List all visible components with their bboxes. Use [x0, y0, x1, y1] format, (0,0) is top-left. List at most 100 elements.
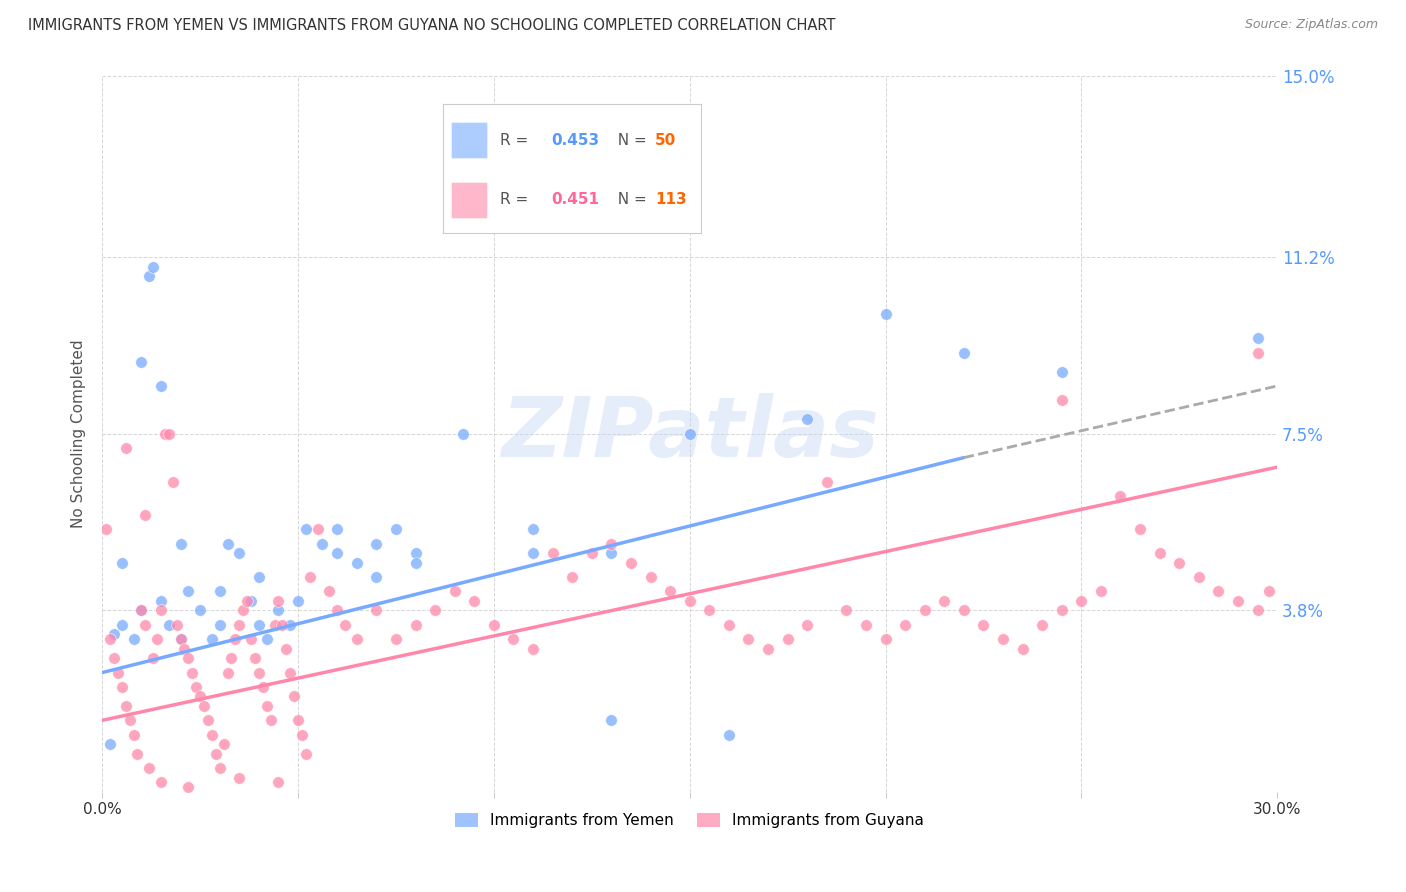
Point [894, 617, 917, 632]
Point [138, 761, 160, 775]
Point [405, 546, 427, 560]
Legend: Immigrants from Yemen, Immigrants from Guyana: Immigrants from Yemen, Immigrants from G… [449, 807, 931, 835]
Point [153, 426, 176, 441]
Point [1011, 641, 1033, 656]
Point [451, 426, 474, 441]
Point [142, 260, 165, 274]
Point [640, 570, 662, 584]
Point [405, 617, 427, 632]
Point [717, 728, 740, 742]
Point [197, 714, 219, 728]
Point [94, 522, 117, 536]
Point [1188, 570, 1211, 584]
Point [298, 570, 321, 584]
Point [98, 632, 121, 647]
Point [1246, 331, 1268, 345]
Point [177, 584, 200, 599]
Point [201, 728, 224, 742]
Point [131, 355, 153, 369]
Point [181, 665, 204, 680]
Point [142, 651, 165, 665]
Point [1246, 603, 1268, 617]
Point [1227, 594, 1250, 608]
Point [169, 632, 191, 647]
Point [1050, 603, 1073, 617]
Point [162, 475, 184, 489]
Point [247, 570, 270, 584]
Point [295, 522, 318, 536]
Point [111, 680, 134, 694]
Point [717, 617, 740, 632]
Point [149, 594, 172, 608]
Point [875, 307, 897, 321]
Point [217, 536, 239, 550]
Point [157, 617, 180, 632]
Point [111, 556, 134, 570]
Y-axis label: No Schooling Completed: No Schooling Completed [72, 340, 86, 528]
Point [815, 475, 838, 489]
Point [166, 617, 188, 632]
Point [114, 441, 136, 455]
Point [204, 747, 226, 761]
Point [522, 546, 544, 560]
Point [311, 536, 333, 550]
Point [1129, 522, 1152, 536]
Point [173, 641, 195, 656]
Point [1208, 584, 1230, 599]
Text: Source: ZipAtlas.com: Source: ZipAtlas.com [1244, 18, 1378, 31]
Point [271, 617, 294, 632]
Point [228, 617, 250, 632]
Point [208, 761, 231, 775]
Point [114, 698, 136, 713]
Point [252, 680, 274, 694]
Point [188, 603, 211, 617]
Point [98, 737, 121, 751]
Point [522, 522, 544, 536]
Point [131, 603, 153, 617]
Point [267, 603, 290, 617]
Point [1246, 345, 1268, 359]
Point [127, 747, 149, 761]
Point [346, 556, 368, 570]
Point [267, 594, 290, 608]
Point [169, 536, 191, 550]
Point [1031, 617, 1053, 632]
Point [111, 617, 134, 632]
Point [263, 617, 285, 632]
Point [256, 698, 278, 713]
Point [232, 603, 254, 617]
Point [131, 603, 153, 617]
Point [502, 632, 524, 647]
Point [149, 775, 172, 789]
Point [247, 665, 270, 680]
Point [620, 556, 643, 570]
Point [122, 728, 145, 742]
Point [276, 641, 298, 656]
Point [366, 603, 388, 617]
Point [217, 665, 239, 680]
Point [224, 632, 246, 647]
Point [122, 632, 145, 647]
Point [346, 632, 368, 647]
Point [1070, 594, 1092, 608]
Point [188, 690, 211, 704]
Point [326, 522, 349, 536]
Point [278, 617, 301, 632]
Point [679, 594, 702, 608]
Point [953, 345, 976, 359]
Point [177, 780, 200, 794]
Point [208, 617, 231, 632]
Point [103, 627, 125, 641]
Point [366, 536, 388, 550]
Point [157, 426, 180, 441]
Point [287, 714, 309, 728]
Point [236, 594, 259, 608]
Point [138, 269, 160, 284]
Point [463, 594, 485, 608]
Point [291, 728, 314, 742]
Point [208, 584, 231, 599]
Point [333, 617, 356, 632]
Point [326, 603, 349, 617]
Point [247, 617, 270, 632]
Point [103, 651, 125, 665]
